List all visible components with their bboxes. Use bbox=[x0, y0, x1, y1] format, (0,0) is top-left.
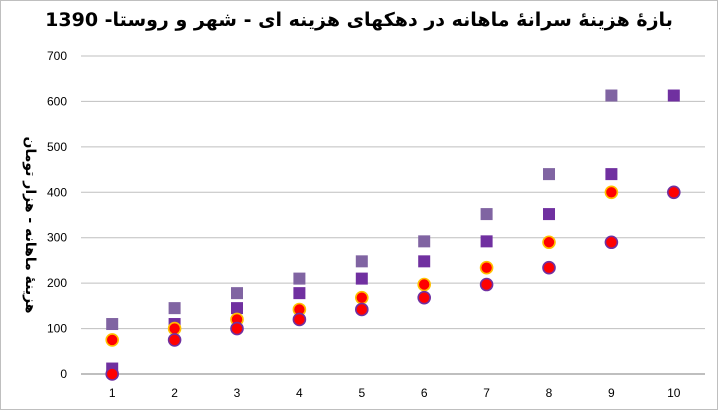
x-tick-label: 7 bbox=[483, 386, 490, 400]
data-point-circle bbox=[105, 333, 119, 347]
data-point-square bbox=[106, 318, 119, 331]
y-tick-label: 500 bbox=[47, 140, 67, 154]
chart-title: بازۀ هزینۀ سرانۀ ماهانه در دهکهای هزینه … bbox=[45, 9, 673, 31]
data-point-circle bbox=[292, 312, 307, 327]
data-point-square bbox=[605, 168, 618, 181]
y-tick-label: 700 bbox=[47, 49, 67, 63]
x-tick-label: 10 bbox=[667, 386, 681, 400]
x-tick-label: 4 bbox=[296, 386, 303, 400]
y-tick-label: 0 bbox=[60, 367, 67, 381]
data-point-square bbox=[293, 272, 306, 285]
data-point-circle bbox=[167, 321, 182, 336]
data-point-circle bbox=[542, 260, 556, 275]
x-tick-label: 1 bbox=[109, 386, 116, 400]
data-point-circle bbox=[417, 277, 432, 292]
x-tick-label: 8 bbox=[546, 386, 553, 400]
data-point-circle bbox=[230, 321, 244, 336]
y-tick-label: 100 bbox=[47, 322, 67, 336]
y-tick-label: 200 bbox=[47, 276, 67, 290]
y-tick-label: 600 bbox=[47, 94, 67, 108]
data-point-square bbox=[418, 255, 431, 268]
data-point-square bbox=[168, 302, 181, 315]
data-point-circle bbox=[604, 235, 619, 250]
data-point-circle bbox=[417, 290, 432, 305]
y-tick-label: 400 bbox=[47, 185, 67, 199]
data-point-circle bbox=[604, 185, 619, 200]
y-tick-label: 300 bbox=[47, 231, 67, 245]
x-tick-label: 5 bbox=[358, 386, 365, 400]
x-tick-label: 3 bbox=[234, 386, 241, 400]
data-point-circle bbox=[105, 367, 119, 381]
data-point-square bbox=[231, 287, 243, 300]
data-point-square bbox=[667, 89, 680, 102]
data-point-circle bbox=[354, 302, 369, 317]
x-tick-label: 9 bbox=[608, 386, 615, 400]
x-tick-label: 6 bbox=[421, 386, 428, 400]
data-point-circle bbox=[354, 290, 369, 305]
data-point-circle bbox=[167, 333, 182, 347]
data-point-circle bbox=[666, 185, 681, 200]
x-tick-label: 2 bbox=[171, 386, 178, 400]
data-point-square bbox=[355, 255, 368, 268]
data-point-circle bbox=[479, 277, 494, 292]
data-point-circle bbox=[542, 235, 556, 250]
data-point-square bbox=[543, 168, 555, 181]
data-point-square bbox=[293, 287, 306, 300]
data-point-square bbox=[355, 272, 368, 285]
data-point-square bbox=[605, 89, 618, 102]
data-point-square bbox=[480, 235, 493, 248]
y-axis-title: هزینۀ ماهانه - هزار تومان bbox=[22, 136, 38, 313]
data-point-square bbox=[543, 208, 555, 221]
data-point-square bbox=[231, 302, 243, 315]
data-point-square bbox=[418, 235, 431, 248]
data-point-circle bbox=[479, 260, 494, 275]
data-point-square bbox=[480, 208, 493, 221]
